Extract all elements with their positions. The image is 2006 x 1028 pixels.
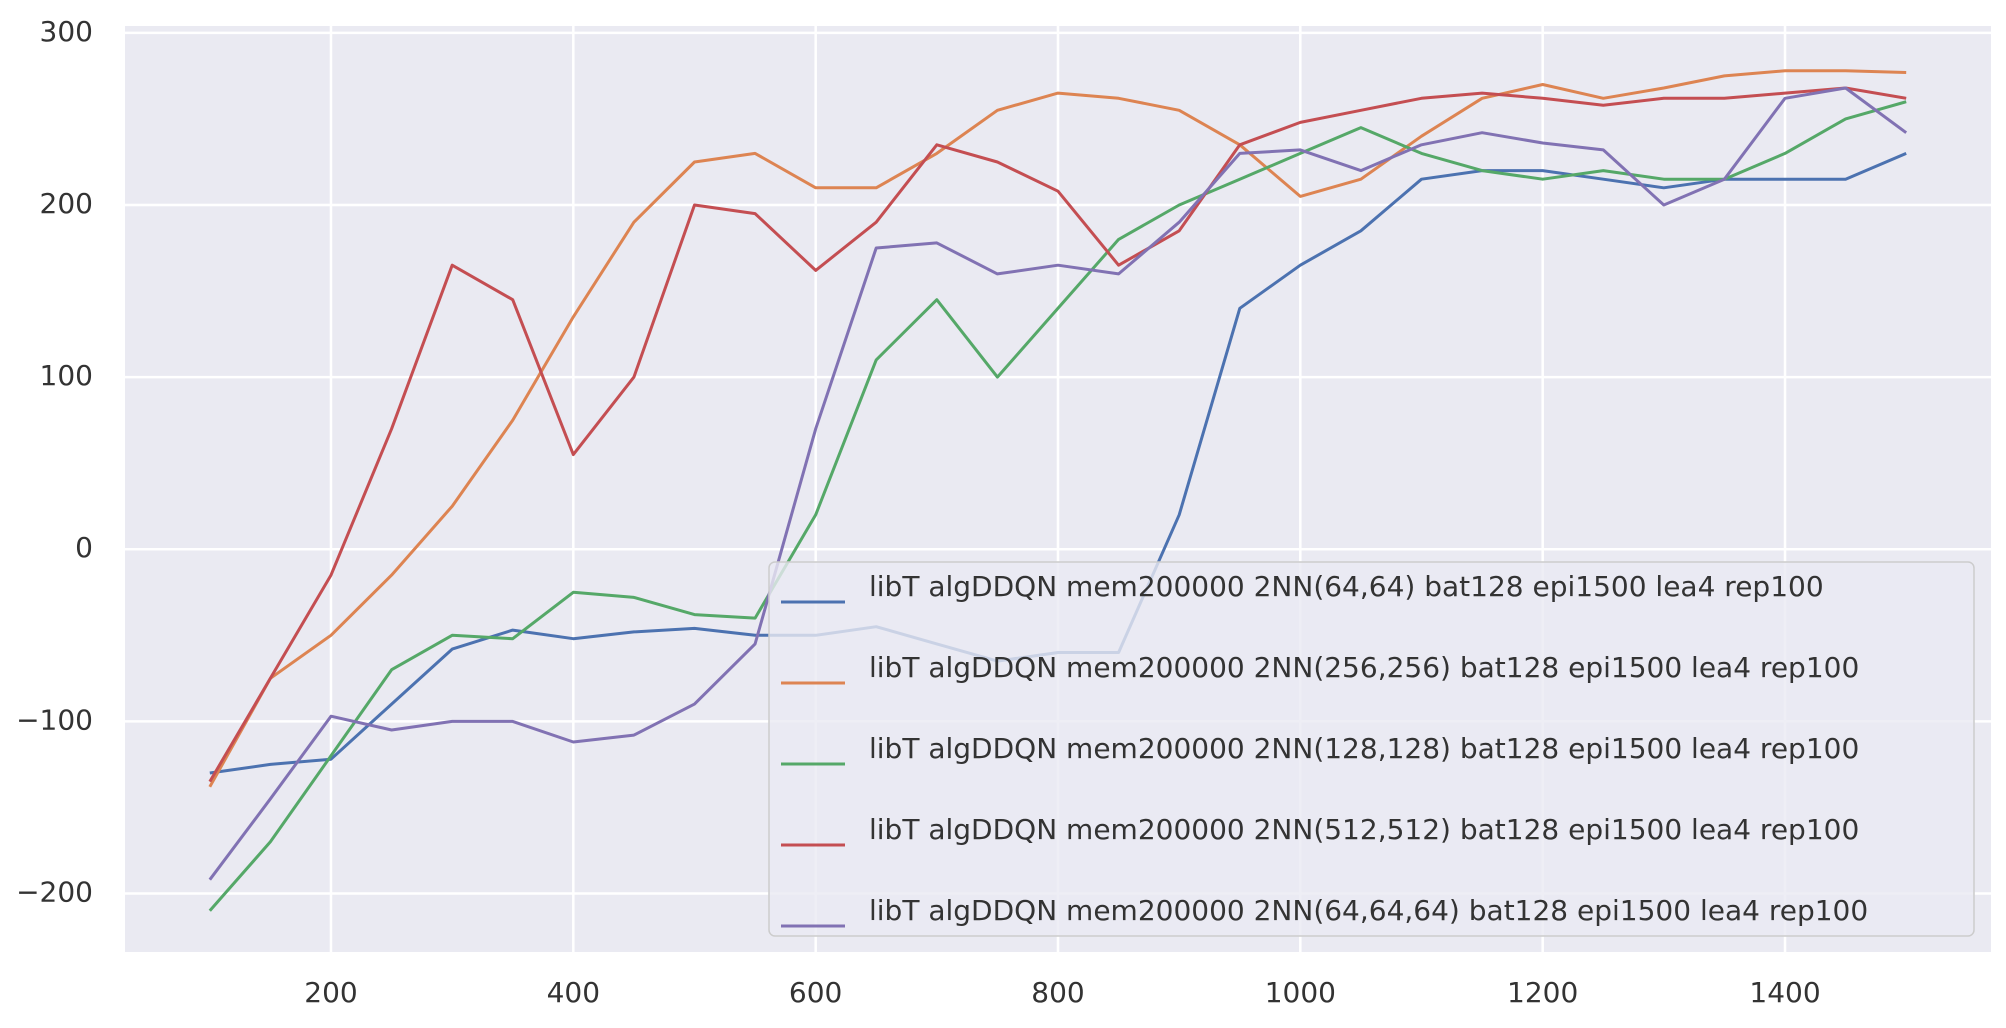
x-tick-label: 1000 [1265,976,1336,1009]
series-line [208,86,1907,783]
legend-label: libT algDDQN mem200000 2NN(256,256) bat1… [869,651,1859,684]
legend: libT algDDQN mem200000 2NN(64,64) bat128… [768,561,1975,937]
legend-label: libT algDDQN mem200000 2NN(64,64,64) bat… [869,894,1868,927]
x-tick-label: 400 [547,976,600,1009]
legend-label: libT algDDQN mem200000 2NN(128,128) bat1… [869,732,1859,765]
series-line [208,86,1908,881]
y-tick-label: 300 [40,15,93,48]
x-tick-label: 1200 [1507,976,1578,1009]
y-tick-label: 200 [40,187,93,220]
series-line [208,69,1907,788]
legend-label: libT algDDQN mem200000 2NN(512,512) bat1… [869,813,1859,846]
legend-box [768,561,1975,937]
y-tick-label: 100 [40,359,93,392]
y-tick-label: −200 [16,875,93,908]
y-tick-label: −100 [16,703,93,736]
x-tick-label: 800 [1031,976,1084,1009]
y-tick-label: 0 [75,531,93,564]
x-tick-label: 200 [304,976,357,1009]
x-tick-label: 600 [789,976,842,1009]
legend-label: libT algDDQN mem200000 2NN(64,64) bat128… [869,570,1824,603]
x-tick-label: 1400 [1749,976,1820,1009]
series-line [208,100,1907,912]
